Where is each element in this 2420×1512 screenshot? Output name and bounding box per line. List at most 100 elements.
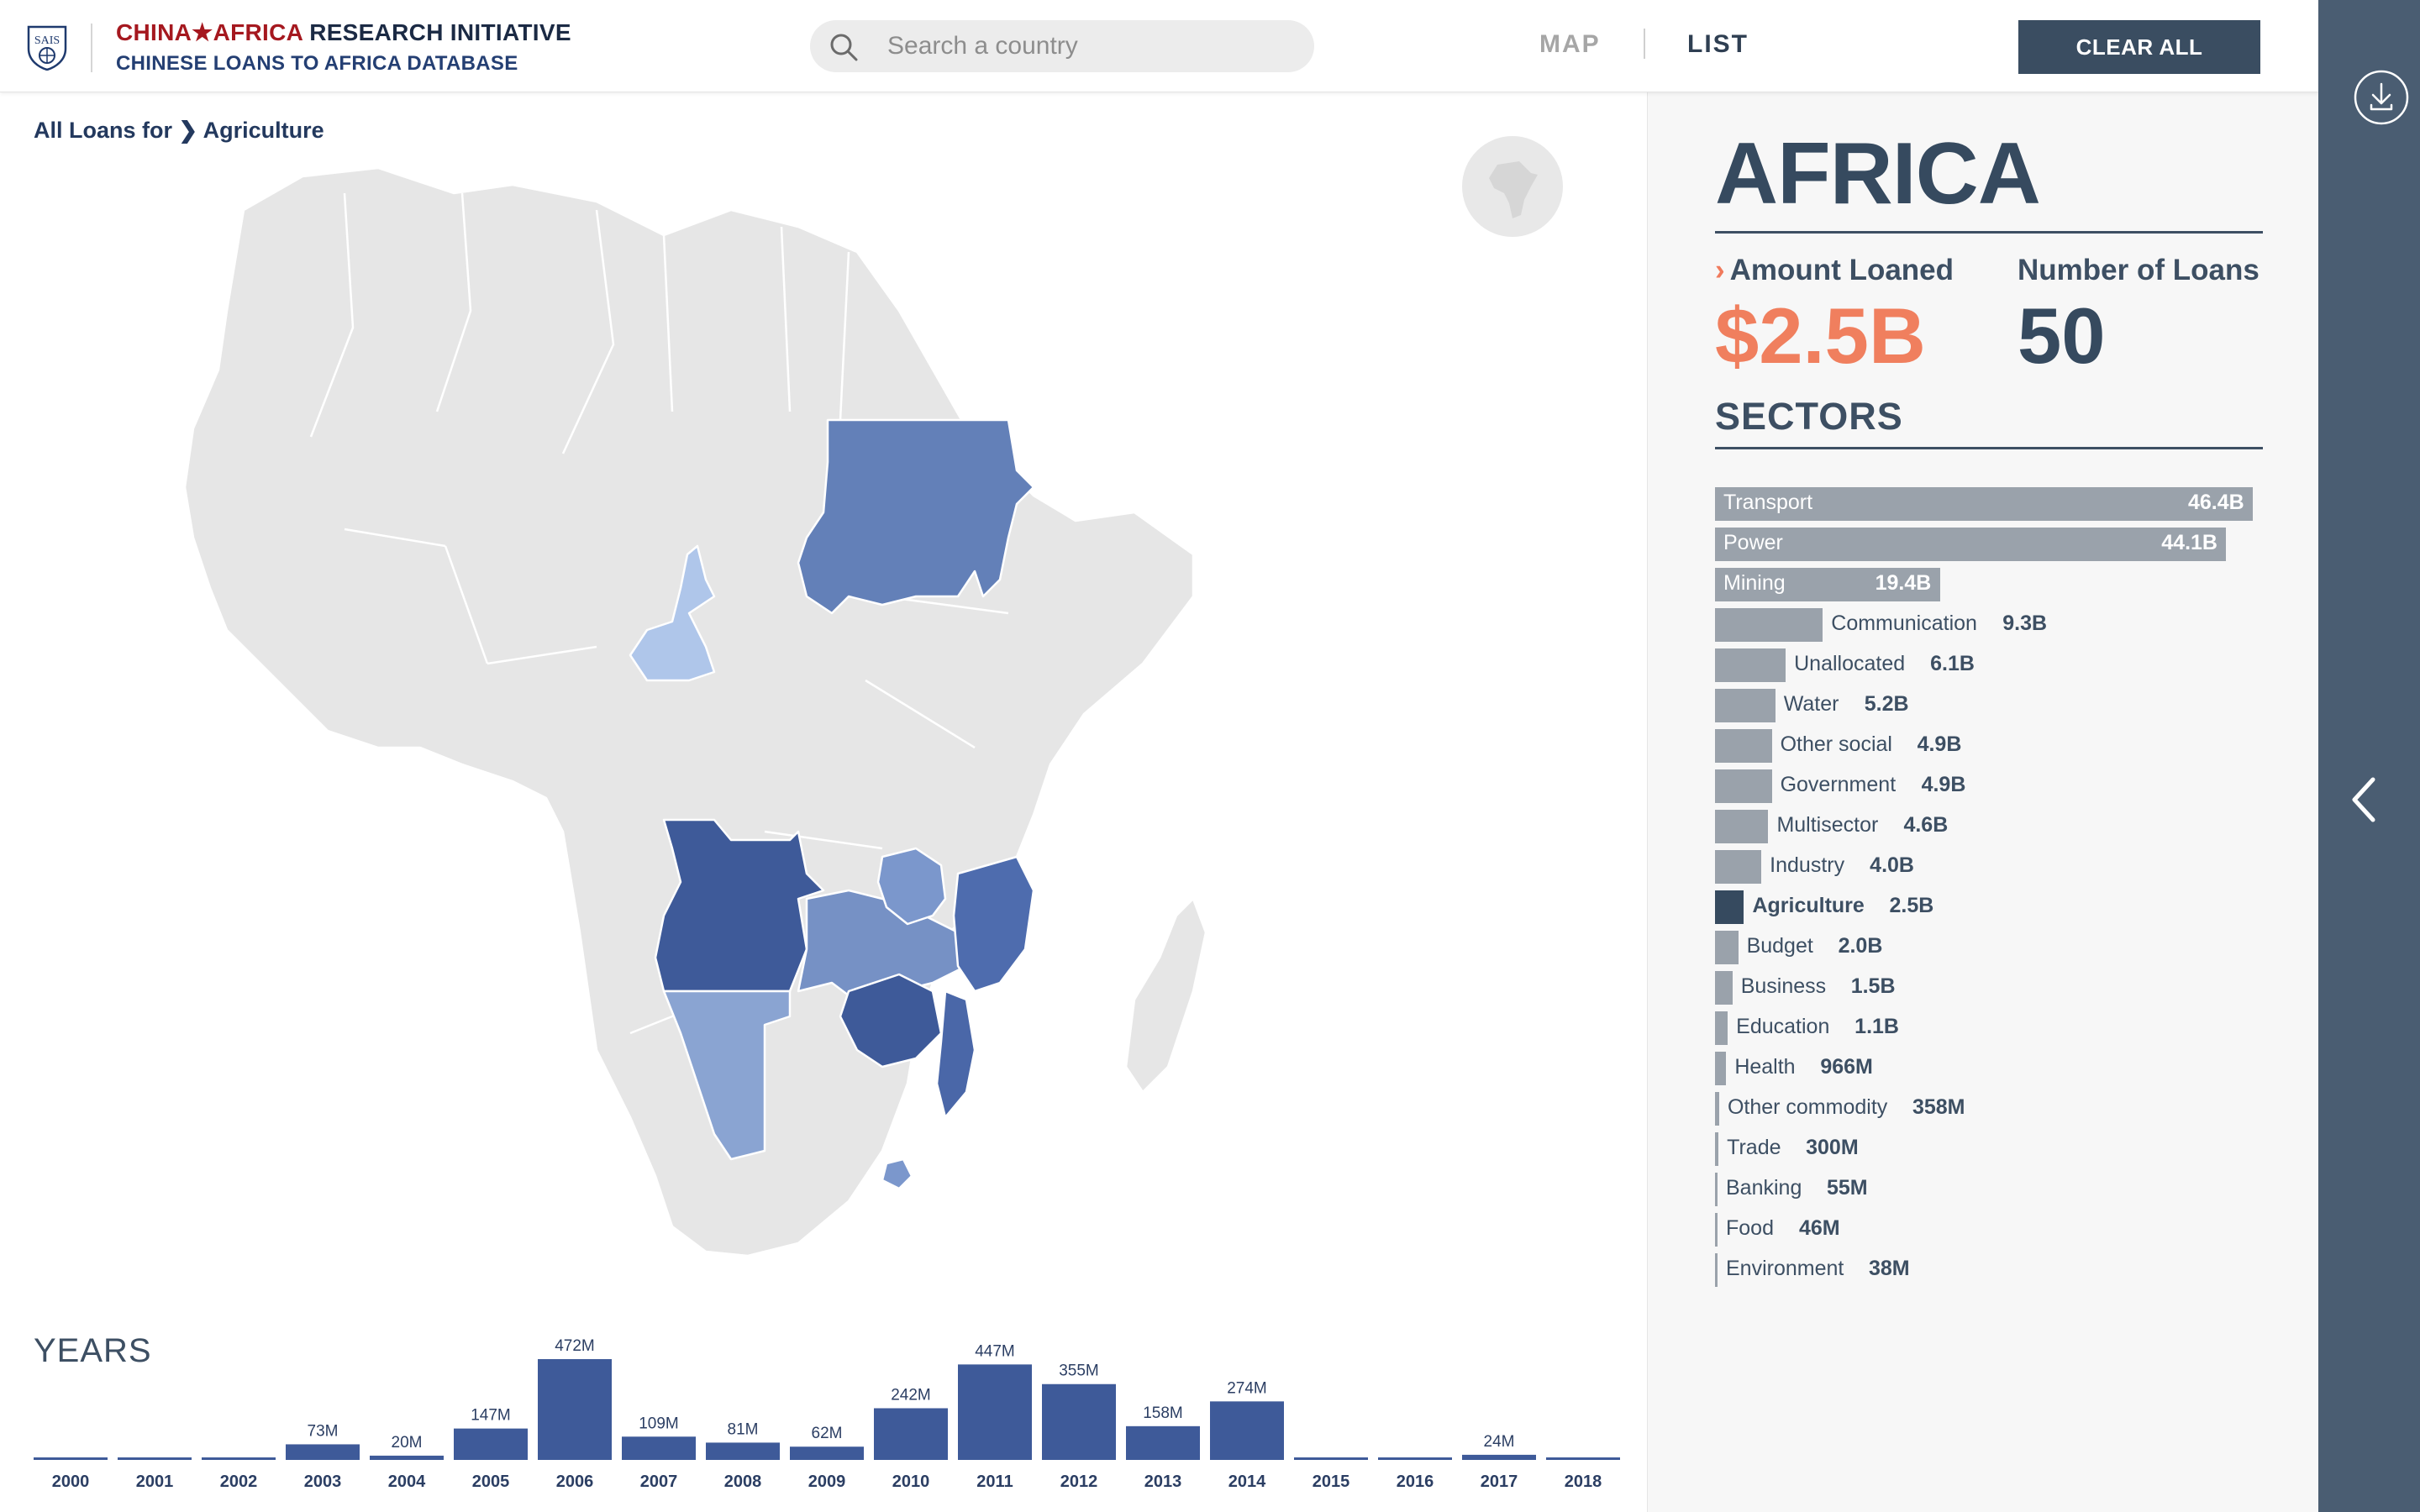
number-of-loans-label[interactable]: Number of Loans — [2018, 254, 2260, 286]
year-bar-2017[interactable] — [1462, 1454, 1536, 1460]
map-zambia[interactable] — [797, 889, 968, 1010]
sector-bar — [1715, 971, 1733, 1005]
year-axis-label[interactable]: 2004 — [388, 1473, 426, 1491]
year-bar-2013[interactable] — [1126, 1425, 1200, 1460]
sector-value: 44.1B — [2161, 531, 2217, 554]
year-axis-label[interactable]: 2017 — [1481, 1473, 1518, 1491]
sector-row[interactable]: Multisector 4.6B — [1715, 806, 2286, 847]
sector-name: Trade — [1727, 1136, 1781, 1159]
year-axis-label[interactable]: 2018 — [1565, 1473, 1602, 1491]
sector-name: Business — [1740, 974, 1827, 998]
africa-map[interactable] — [126, 160, 1235, 1277]
app-title-brand: CHINA★AFRICA — [116, 19, 303, 45]
search-box[interactable] — [810, 20, 1314, 72]
year-bar-2009[interactable] — [790, 1446, 864, 1460]
map-zimbabwe[interactable] — [839, 973, 943, 1068]
tab-map[interactable]: MAP — [1539, 30, 1601, 58]
map-sudan[interactable] — [797, 418, 1035, 615]
year-bar-2000[interactable] — [34, 1457, 108, 1460]
chevron-left-icon[interactable] — [2344, 774, 2381, 825]
years-bar-chart[interactable]: 2000 2001 2002 73M 2003 20M 2004 147M 2005 472M 20… — [0, 1310, 1647, 1512]
sector-row[interactable]: Trade 300M — [1715, 1129, 2286, 1169]
sector-row[interactable]: Other commodity 358M — [1715, 1089, 2286, 1129]
year-bar-2001[interactable] — [118, 1457, 192, 1460]
year-axis-label[interactable]: 2009 — [808, 1473, 846, 1491]
tab-divider — [1644, 29, 1645, 59]
year-axis-label[interactable]: 2001 — [136, 1473, 174, 1491]
sector-row[interactable]: Transport 46.4B — [1715, 484, 2286, 524]
year-bar-2018[interactable] — [1546, 1457, 1620, 1460]
year-bar-2007[interactable] — [622, 1436, 696, 1460]
sector-row[interactable]: Other social 4.9B — [1715, 726, 2286, 766]
year-axis-label[interactable]: 2003 — [304, 1473, 342, 1491]
year-bar-2016[interactable] — [1378, 1457, 1452, 1460]
map-eswatini[interactable] — [881, 1158, 913, 1190]
sector-row[interactable]: Power 44.1B — [1715, 524, 2286, 564]
sector-row[interactable]: Business 1.5B — [1715, 968, 2286, 1008]
sector-row[interactable]: Water 5.2B — [1715, 685, 2286, 726]
year-bar-2005[interactable] — [454, 1428, 528, 1460]
download-icon[interactable] — [2353, 69, 2410, 126]
sector-row[interactable]: Education 1.1B — [1715, 1008, 2286, 1048]
year-bar-2010[interactable] — [874, 1408, 948, 1460]
map-cameroon[interactable] — [629, 544, 716, 682]
year-bar-2011[interactable] — [958, 1364, 1032, 1460]
sector-bar — [1715, 1011, 1728, 1045]
year-axis-label[interactable]: 2012 — [1060, 1473, 1098, 1491]
year-axis-label[interactable]: 2013 — [1144, 1473, 1182, 1491]
app-header: SAIS CHINA★AFRICA RESEARCH INITIATIVE CH… — [0, 0, 2318, 92]
year-bar-2003[interactable] — [286, 1444, 360, 1460]
sector-value: 4.9B — [1921, 773, 1966, 796]
year-bar-2014[interactable] — [1210, 1401, 1284, 1460]
map-angola[interactable] — [654, 818, 825, 993]
map-tanzania-coast[interactable] — [952, 855, 1035, 993]
clear-all-button[interactable]: CLEAR ALL — [2018, 20, 2260, 74]
africa-globe-icon[interactable] — [1460, 134, 1565, 239]
year-axis-label[interactable]: 2014 — [1228, 1473, 1266, 1491]
year-value-label: 73M — [308, 1422, 339, 1440]
sector-bar — [1715, 1213, 1718, 1247]
search-input[interactable] — [887, 29, 1291, 64]
year-axis-label[interactable]: 2011 — [976, 1473, 1013, 1491]
breadcrumb-root[interactable]: All Loans for — [34, 118, 173, 143]
amount-loaned-value: $2.5B — [1715, 291, 1926, 380]
sector-name: Agriculture — [1752, 894, 1865, 917]
year-axis-label[interactable]: 2008 — [724, 1473, 762, 1491]
sector-row[interactable]: Health 966M — [1715, 1048, 2286, 1089]
sector-row[interactable]: Communication 9.3B — [1715, 605, 2286, 645]
search-icon — [830, 34, 858, 61]
sector-bar — [1715, 568, 1940, 601]
sector-value: 1.1B — [1854, 1015, 1899, 1038]
map-namibia[interactable] — [662, 990, 792, 1161]
year-bar-2015[interactable] — [1294, 1457, 1368, 1460]
tab-list[interactable]: LIST — [1687, 30, 1749, 58]
sector-row[interactable]: Government 4.9B — [1715, 766, 2286, 806]
year-axis-label[interactable]: 2006 — [556, 1473, 594, 1491]
sector-row[interactable]: Food 46M — [1715, 1210, 2286, 1250]
sector-row[interactable]: Banking 55M — [1715, 1169, 2286, 1210]
year-axis-label[interactable]: 2010 — [892, 1473, 930, 1491]
map-malawi[interactable] — [876, 847, 947, 926]
sector-bar — [1715, 810, 1769, 843]
year-axis-label[interactable]: 2015 — [1313, 1473, 1350, 1491]
map-mozambique[interactable] — [935, 990, 976, 1119]
sector-bar — [1715, 769, 1772, 803]
year-bar-2002[interactable] — [202, 1457, 276, 1460]
year-axis-label[interactable]: 2016 — [1397, 1473, 1434, 1491]
sector-row[interactable]: Mining 19.4B — [1715, 564, 2286, 605]
sector-row[interactable]: Unallocated 6.1B — [1715, 645, 2286, 685]
year-bar-2012[interactable] — [1042, 1383, 1116, 1460]
year-bar-2004[interactable] — [370, 1455, 444, 1460]
sector-row[interactable]: Environment 38M — [1715, 1250, 2286, 1290]
sector-row[interactable]: Industry 4.0B — [1715, 847, 2286, 887]
amount-loaned-label[interactable]: › Amount Loaned — [1715, 254, 1954, 287]
year-axis-label[interactable]: 2005 — [472, 1473, 510, 1491]
year-axis-label[interactable]: 2007 — [640, 1473, 678, 1491]
year-bar-2008[interactable] — [706, 1442, 780, 1460]
year-axis-label[interactable]: 2002 — [220, 1473, 258, 1491]
sector-row[interactable]: Budget 2.0B — [1715, 927, 2286, 968]
year-bar-2006[interactable] — [538, 1359, 612, 1460]
breadcrumb: All Loans for ❯ Agriculture — [34, 118, 324, 144]
sector-row[interactable]: Agriculture 2.5B — [1715, 887, 2286, 927]
year-axis-label[interactable]: 2000 — [52, 1473, 90, 1491]
